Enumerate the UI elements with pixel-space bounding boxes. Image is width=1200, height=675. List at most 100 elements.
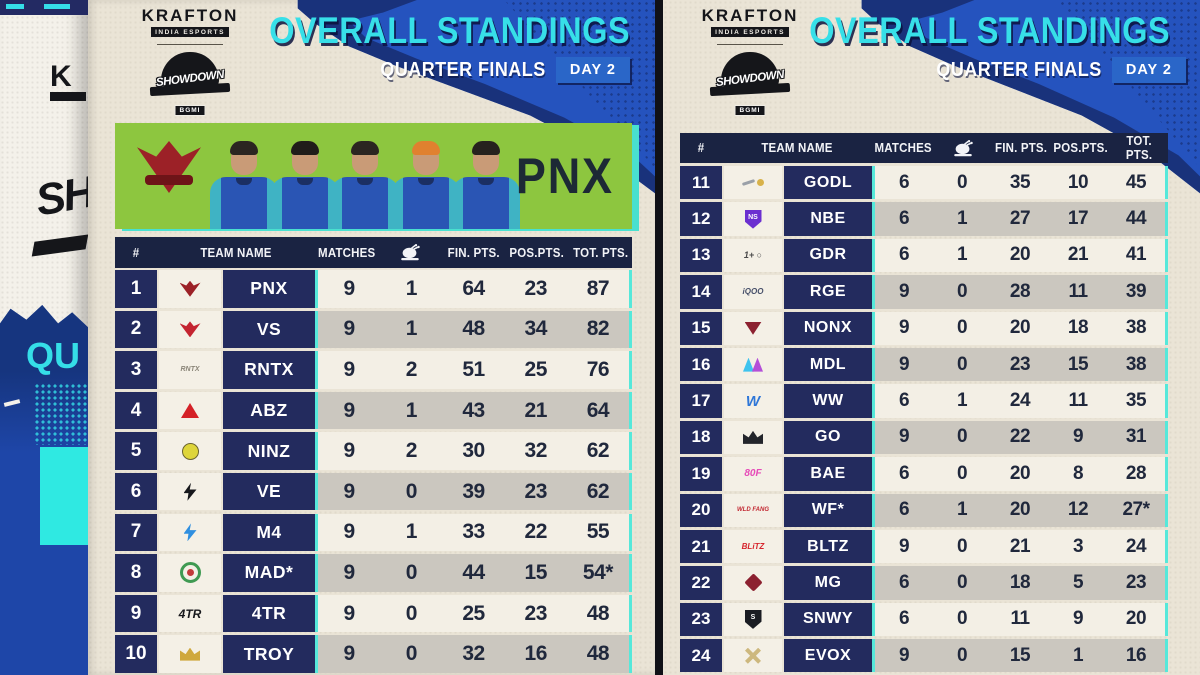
- table-row: 10 TROY 9 0 32 16 48: [115, 635, 632, 673]
- table-row: 22 MG 6 0 18 5 23: [680, 566, 1168, 600]
- stat-wwcd: 0: [956, 644, 968, 666]
- row-stats: 6 0 20 8 28: [872, 457, 1168, 491]
- stat-tot: 82: [586, 317, 610, 341]
- stat-wwcd: 0: [956, 462, 968, 484]
- team-logo-text: WLD FANG: [737, 507, 769, 514]
- player-hair: [472, 141, 500, 155]
- logo-bolt: [183, 482, 197, 501]
- rank-cell: 19: [680, 457, 722, 491]
- player-photo-1: [205, 139, 283, 229]
- stat-fin: 20: [1009, 499, 1031, 521]
- stat-wwcd: 0: [405, 479, 418, 503]
- stat-wwcd: 0: [956, 280, 968, 302]
- logo-crown: [180, 647, 200, 661]
- stat-fin: 33: [462, 520, 485, 544]
- stat-matches: 9: [343, 439, 356, 463]
- stat-tot: 24: [1125, 535, 1147, 557]
- day-badge: DAY 2: [555, 57, 630, 83]
- bgmi-badge: BGMI: [734, 105, 766, 116]
- team-name-cell: WF*: [784, 493, 872, 527]
- team-logo-cell: 80F: [724, 457, 782, 491]
- stat-pos: 9: [1072, 608, 1084, 630]
- stat-pos: 12: [1067, 499, 1089, 521]
- stat-fin: 27: [1009, 208, 1031, 230]
- rank-cell: 14: [680, 275, 722, 309]
- stat-wwcd: 0: [956, 608, 968, 630]
- stat-matches: 6: [898, 390, 910, 412]
- stat-matches: 9: [343, 398, 356, 422]
- stat-fin: 23: [1009, 353, 1031, 375]
- team-logo-cell: [724, 566, 782, 600]
- logo-shield: S: [744, 609, 762, 629]
- rank-cell: 8: [115, 554, 157, 592]
- stat-pos: 23: [524, 601, 548, 625]
- rank-cell: 11: [680, 166, 722, 200]
- featured-team-name: PNX: [516, 148, 614, 204]
- right-standings-panel: KRAFTON INDIA ESPORTS SHOWDOWN BGMI OVER…: [663, 0, 1200, 675]
- ww-wings-logo: W: [746, 394, 760, 409]
- table-row: 5 NINZ 9 2 30 32 62: [115, 432, 632, 470]
- stat-pos: 11: [1068, 390, 1088, 412]
- logo-circle: [181, 442, 199, 460]
- stat-fin: 39: [462, 479, 485, 503]
- poster-showdown-fragment: SH: [32, 167, 88, 226]
- stat-wwcd: 0: [956, 317, 968, 339]
- stat-tot: 62: [586, 439, 610, 463]
- stat-fin: 48: [462, 317, 485, 341]
- stat-wwcd: 0: [956, 535, 968, 557]
- logo-gold-dot: [757, 179, 764, 187]
- team-logo-cell: [724, 166, 782, 200]
- player-jersey: [270, 177, 339, 229]
- team-logo-cell: NS: [724, 202, 782, 236]
- rank-cell: 24: [680, 639, 722, 673]
- row-stats: 6 1 24 11 35: [872, 384, 1168, 418]
- player-collar: [417, 178, 434, 185]
- table-row: 24 EVOX 9 0 15 1 16: [680, 639, 1168, 673]
- table-row: 8 MAD* 9 0 44 15 54*: [115, 554, 632, 592]
- logo-x: [745, 647, 761, 664]
- poster-blue-section: QU: [0, 305, 88, 675]
- row-stats: 9 0 23 15 38: [872, 347, 1168, 382]
- stat-fin: 30: [462, 439, 485, 463]
- team-name-cell: NONX: [784, 311, 872, 345]
- stat-matches: 9: [343, 479, 356, 503]
- team-name-cell: TROY: [223, 635, 315, 673]
- stat-tot: 20: [1125, 608, 1147, 630]
- stat-matches: 9: [898, 426, 910, 448]
- table-row: 16 MDL 9 0 23 15 38: [680, 347, 1168, 382]
- team-logo-cell: RNTX: [159, 351, 221, 389]
- poster-krafton-fragment: K: [50, 60, 72, 93]
- team-name-cell: RGE: [784, 275, 872, 309]
- row-stats: 9 0 25 23 48: [315, 594, 632, 633]
- go-king-logo: [743, 430, 763, 444]
- stat-matches: 9: [343, 601, 356, 625]
- row-stats: 9 1 43 21 64: [315, 391, 632, 430]
- logo-bird: [179, 280, 201, 297]
- column-header-fin: FIN. PTS.: [447, 245, 500, 260]
- team-logo-text: iQOO: [742, 286, 764, 296]
- team-name-cell: MAD*: [223, 554, 315, 592]
- nbe-shield-logo: NS: [744, 209, 762, 229]
- team-logo-cell: [159, 432, 221, 470]
- stat-tot: 39: [1125, 280, 1147, 302]
- row-stats: 6 0 18 5 23: [872, 566, 1168, 600]
- stat-pos: 1: [1072, 644, 1084, 666]
- stat-tot: 64: [586, 398, 610, 422]
- chicken-dinner-icon: [954, 139, 974, 156]
- stat-fin: 32: [462, 642, 485, 666]
- row-stats: 9 0 21 3 24: [872, 529, 1168, 564]
- rank-cell: 20: [680, 493, 722, 527]
- team-name-cell: M4: [223, 513, 315, 552]
- stat-wwcd: 0: [405, 642, 418, 666]
- player-collar: [478, 178, 494, 185]
- ninz-ninja-logo: [181, 442, 199, 460]
- logo-shield-text: S: [750, 613, 756, 621]
- page-title: OVERALL STANDINGS: [809, 10, 1170, 51]
- stat-wwcd: 1: [405, 520, 418, 544]
- standings-table-ranks-11-24: # TEAM NAME MATCHES FIN. PTS. POS.PTS. TOT. P…: [680, 133, 1168, 675]
- player-hair: [411, 141, 440, 155]
- row-stats: 6 1 20 21 41: [872, 238, 1168, 273]
- table-row: 18 GO 9 0 22 9 31: [680, 420, 1168, 455]
- logo-ring: [179, 562, 201, 584]
